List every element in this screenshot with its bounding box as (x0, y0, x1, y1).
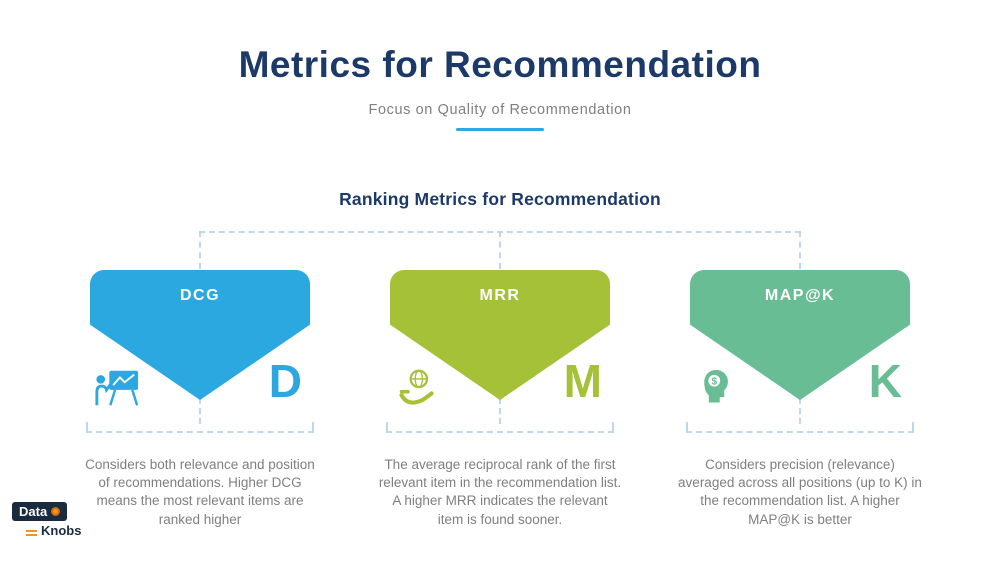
metric-label-mrr: MRR (479, 287, 521, 304)
page-subtitle: Focus on Quality of Recommendation (368, 102, 632, 118)
connector-vertical-line (499, 231, 501, 269)
hand-globe-icon (394, 368, 440, 408)
metric-description-dcg: Considers both relevance and position of… (85, 457, 315, 527)
dataknobs-logo: Data Knobs (12, 502, 81, 538)
knob-icon (51, 507, 61, 516)
subtitle-underline (456, 128, 544, 131)
metric-label-dcg: DCG (179, 287, 221, 304)
connector-vertical-line (199, 398, 201, 424)
presentation-icon (94, 368, 140, 408)
metric-column-mrr: MRR M The average reciprocal rank of the… (379, 270, 621, 527)
metric-letter-dcg: D (268, 355, 302, 407)
metric-letter-mapk: K (868, 355, 902, 407)
metric-label-mapk: MAP@K (764, 287, 836, 304)
page-title: Metrics for Recommendation (238, 44, 762, 85)
logo-knobs-text: Knobs (41, 523, 82, 538)
metric-description-mapk: Considers precision (relevance) averaged… (678, 457, 922, 527)
connector-bracket (686, 422, 914, 433)
section-heading: Ranking Metrics for Recommendation (339, 189, 661, 209)
metric-description-mrr: The average reciprocal rank of the first… (378, 457, 622, 527)
connector-vertical-line (499, 398, 501, 424)
head-dollar-icon: $ (694, 368, 740, 408)
metric-column-dcg: DCG D Considers both relevance and posit… (85, 270, 315, 527)
logo-data-text: Data (19, 504, 48, 519)
connector-vertical-line (799, 398, 801, 424)
svg-text:$: $ (711, 376, 717, 387)
connector-bracket (86, 422, 314, 433)
logo-knobs-row: Knobs (12, 523, 81, 538)
logo-data-box: Data (12, 502, 68, 521)
metric-column-mapk: MAP@K $ K Considers precision (relevance… (678, 270, 922, 527)
knob-lines-icon (26, 529, 37, 532)
connector-bracket (386, 422, 614, 433)
metric-letter-mrr: M (563, 355, 602, 407)
